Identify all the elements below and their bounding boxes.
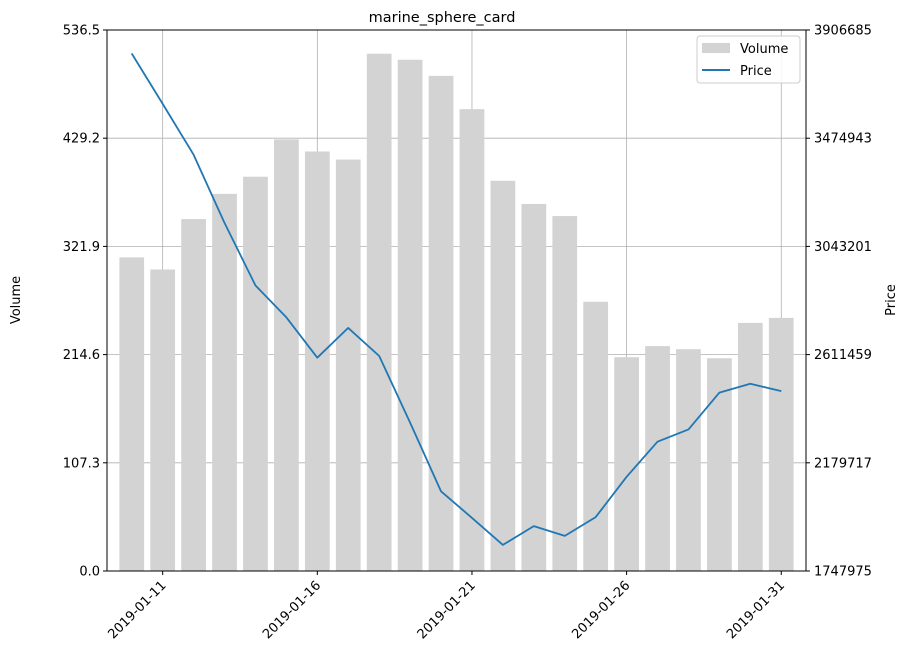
y2-tick-label: 3474943	[814, 132, 872, 147]
volume-bar	[645, 346, 670, 571]
volume-bar	[304, 151, 330, 571]
legend-volume-swatch	[702, 43, 730, 53]
y-tick-label: 321.9	[63, 240, 100, 255]
volume-bar	[521, 203, 547, 571]
plot-frame	[106, 29, 807, 572]
volume-bar	[397, 59, 423, 571]
volume-bar	[243, 176, 268, 572]
volume-bar	[676, 349, 701, 571]
volume-bar	[274, 139, 299, 571]
volume-bar	[119, 257, 145, 571]
volume-bar	[150, 269, 176, 571]
y-tick-label: 536.5	[63, 24, 100, 39]
legend-volume-label: Volume	[740, 42, 788, 57]
volume-bar	[335, 159, 361, 571]
volume-bar	[366, 53, 392, 572]
y2-tick-label: 1747975	[814, 565, 872, 580]
volume-bar	[614, 357, 639, 571]
y2-tick-label: 3906685	[814, 24, 872, 39]
y-axis-label: Volume	[9, 276, 24, 324]
volume-bars	[119, 53, 794, 572]
chart-title: marine_sphere_card	[369, 10, 516, 26]
y2-tick-label: 2179717	[814, 456, 872, 471]
y-axis-left: 0.0 107.3 214.6 321.9 429.2 536.5	[63, 24, 107, 580]
volume-bar	[181, 219, 206, 571]
volume-bar	[737, 322, 763, 571]
y-tick-label: 0.0	[79, 565, 100, 580]
y-tick-label: 214.6	[63, 348, 100, 363]
y-tick-label: 429.2	[63, 132, 100, 147]
volume-bar	[583, 301, 609, 571]
y2-tick-label: 2611459	[814, 348, 872, 363]
volume-bar	[552, 216, 578, 571]
y-axis-right: 1747975 2179717 2611459 3043201 3474943 39066…	[806, 24, 872, 580]
volume-bar	[768, 317, 794, 571]
legend: Volume Price	[696, 35, 801, 84]
price-line	[130, 53, 782, 546]
volume-bar	[212, 193, 237, 571]
volume-bar	[428, 75, 454, 571]
y-tick-label: 107.3	[63, 456, 100, 471]
price-line-layer	[130, 53, 782, 546]
legend-price-label: Price	[740, 64, 772, 79]
y2-axis-label: Price	[884, 284, 899, 316]
y2-tick-label: 3043201	[814, 240, 872, 255]
volume-bar	[490, 180, 516, 571]
volume-bar	[459, 109, 485, 571]
